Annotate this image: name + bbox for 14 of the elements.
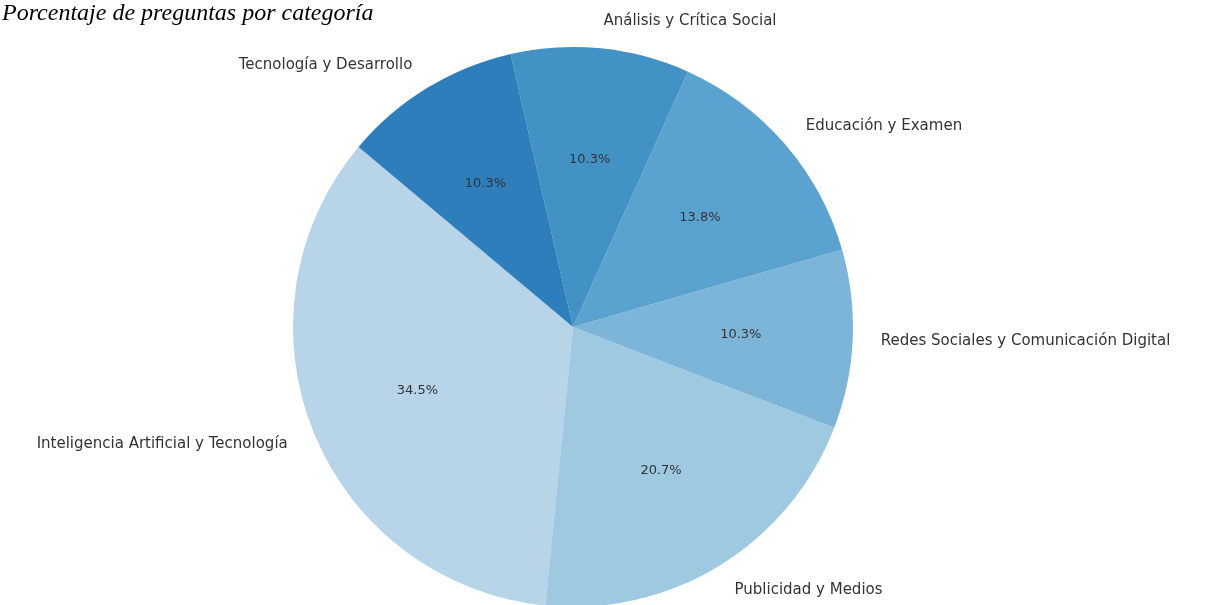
data-label: 34.5% [396,381,439,397]
data-label: 10.3% [464,175,507,191]
chart-title: Porcentaje de preguntas por categoría [1,0,374,25]
data-label: 20.7% [640,461,682,477]
pie-slice [573,249,853,428]
data-label: 13.8% [679,208,721,224]
slice-label: Inteligencia Artificial y Tecnología [36,433,288,452]
slice-label: Educación y Examen [805,115,963,134]
slice-label: Tecnología y Desarrollo [237,54,413,73]
slice-label: Redes Sociales y Comunicación Digital [880,331,1171,350]
data-label: 10.3% [568,151,611,167]
slice-label: Análisis y Crítica Social [603,11,777,30]
slice-label: Publicidad y Medios [734,579,883,598]
data-label: 10.3% [720,325,762,341]
